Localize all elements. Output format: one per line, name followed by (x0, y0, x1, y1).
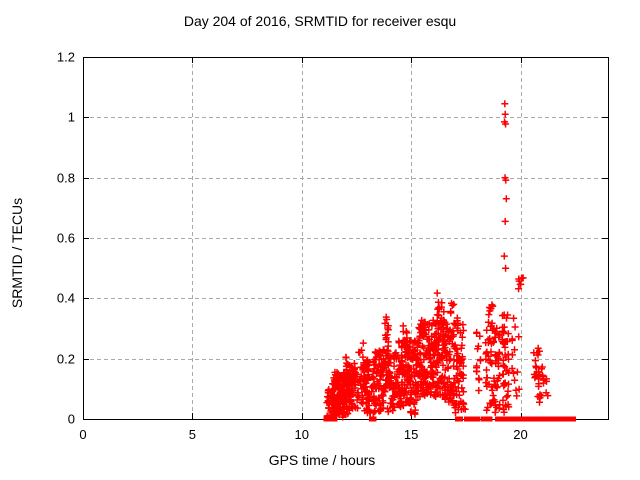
scatter-points (323, 100, 576, 422)
x-tick-label-10: 10 (294, 427, 309, 442)
plot-border-and-ticks (83, 57, 609, 420)
y-tick-label-1: 1 (67, 109, 75, 125)
x-axis-label: GPS time / hours (268, 452, 376, 468)
y-tick-label-0.6: 0.6 (56, 230, 75, 246)
x-tick-label-20: 20 (513, 427, 528, 442)
x-tick-label-15: 15 (403, 427, 419, 442)
x-tick-label-5: 5 (188, 427, 196, 442)
y-tick-label-0.2: 0.2 (56, 351, 75, 367)
y-tick-label-0.8: 0.8 (56, 170, 75, 186)
y-tick-label-0.4: 0.4 (56, 290, 75, 306)
y-tick-label-0: 0 (67, 411, 75, 427)
x-tick-label-0: 0 (79, 427, 87, 442)
chart-title: Day 204 of 2016, SRMTID for receiver esq… (183, 13, 457, 29)
y-tick-label-1.2: 1.2 (56, 49, 75, 65)
